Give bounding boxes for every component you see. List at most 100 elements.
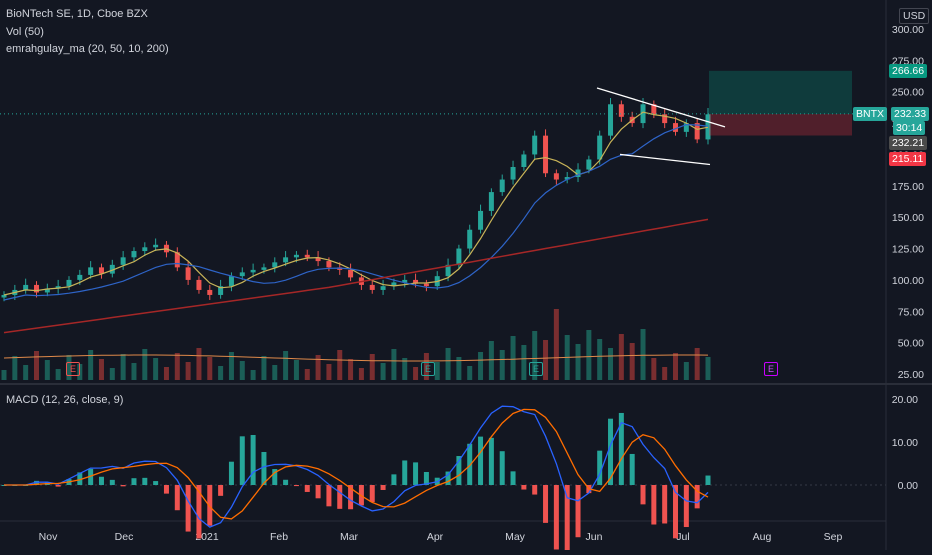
price-tick-label: 125.00 bbox=[892, 244, 924, 256]
candle-body bbox=[499, 179, 505, 193]
candle-body bbox=[521, 154, 527, 167]
candle-body bbox=[618, 104, 624, 117]
volume-bar bbox=[694, 348, 700, 380]
macd-histogram-bar bbox=[499, 451, 505, 485]
volume-bar bbox=[131, 363, 137, 380]
candle-body bbox=[662, 114, 668, 124]
candle-body bbox=[304, 254, 310, 258]
macd-tick-label: 10.00 bbox=[892, 437, 918, 449]
macd-histogram-bar bbox=[337, 485, 343, 509]
volume-bar bbox=[651, 358, 657, 380]
macd-histogram-bar bbox=[694, 485, 700, 509]
price-tick-label: 250.00 bbox=[892, 87, 924, 99]
candle-body bbox=[651, 104, 657, 115]
volume-bar bbox=[488, 341, 494, 380]
earnings-marker-2[interactable]: E bbox=[421, 362, 435, 376]
volume-bar bbox=[315, 355, 321, 380]
macd-histogram-bar bbox=[174, 485, 180, 511]
candle-body bbox=[207, 289, 213, 295]
macd-histogram-bar bbox=[488, 437, 494, 485]
volume-bar bbox=[98, 359, 104, 380]
candle-body bbox=[185, 267, 191, 280]
volume-bar bbox=[207, 357, 213, 380]
volume-bar bbox=[66, 355, 72, 380]
macd-histogram-bar bbox=[402, 460, 408, 485]
volume-bar bbox=[250, 370, 256, 380]
candle-body bbox=[348, 269, 354, 278]
volume-bar bbox=[586, 330, 592, 380]
candle-body bbox=[597, 135, 603, 160]
earnings-marker-3[interactable]: E bbox=[529, 362, 543, 376]
candle-body bbox=[283, 257, 289, 263]
earnings-marker-4[interactable]: E bbox=[764, 362, 778, 376]
volume-bar bbox=[1, 370, 7, 380]
candle-body bbox=[88, 267, 94, 275]
macd-histogram-bar bbox=[196, 485, 202, 539]
candle-body bbox=[315, 257, 321, 262]
countdown-badge: 30:14 bbox=[893, 121, 926, 135]
volume-bar bbox=[597, 339, 603, 380]
candle-body bbox=[640, 104, 646, 124]
candle-body bbox=[478, 210, 484, 230]
macd-histogram-bar bbox=[153, 481, 159, 485]
macd-histogram-bar bbox=[662, 485, 668, 524]
macd-histogram-bar bbox=[640, 485, 646, 505]
candle-body bbox=[564, 177, 570, 180]
macd-histogram-bar bbox=[608, 418, 614, 485]
macd-histogram-bar bbox=[553, 485, 559, 550]
candle-body bbox=[380, 286, 386, 290]
volume-bar bbox=[196, 348, 202, 380]
lower-trendline bbox=[619, 153, 711, 166]
candle-body bbox=[402, 279, 408, 283]
candle-body bbox=[510, 167, 516, 180]
macd-histogram-bar bbox=[142, 477, 148, 485]
time-tick-label: Dec bbox=[115, 531, 134, 543]
volume-bar bbox=[402, 358, 408, 380]
currency-badge[interactable]: USD bbox=[899, 8, 930, 24]
candle-body bbox=[456, 248, 462, 265]
macd-histogram-bar bbox=[543, 485, 549, 523]
candle-body bbox=[553, 173, 559, 180]
macd-line bbox=[4, 405, 709, 528]
candle-body bbox=[488, 192, 494, 211]
price-tick-label: 25.00 bbox=[898, 369, 924, 381]
candle-body bbox=[673, 123, 679, 132]
volume-bar bbox=[228, 352, 234, 380]
macd-histogram-bar bbox=[597, 450, 603, 485]
symbol-badge: BNTX bbox=[853, 107, 888, 121]
time-tick-label: Nov bbox=[39, 531, 58, 543]
earnings-marker-1[interactable]: E bbox=[66, 362, 80, 376]
macd-histogram-bar bbox=[575, 485, 581, 538]
candle-body bbox=[120, 257, 126, 265]
candle-body bbox=[391, 282, 397, 287]
candle-body bbox=[23, 284, 29, 290]
candle-body bbox=[228, 276, 234, 287]
macd-histogram-bar bbox=[163, 485, 169, 494]
entry-price-badge: 232.21 bbox=[889, 136, 928, 150]
volume-bar bbox=[434, 362, 440, 380]
volume-bar bbox=[553, 309, 559, 380]
candle-body bbox=[109, 264, 115, 274]
time-tick-label: Feb bbox=[270, 531, 288, 543]
volume-bar bbox=[683, 362, 689, 380]
volume-average-line bbox=[3, 354, 709, 362]
candle-body bbox=[196, 279, 202, 290]
volume-bar bbox=[575, 344, 581, 380]
macd-histogram-bar bbox=[304, 485, 310, 492]
volume-bar bbox=[261, 356, 267, 380]
price-tick-label: 300.00 bbox=[892, 24, 924, 36]
candle-body bbox=[705, 114, 711, 140]
time-tick-label: May bbox=[505, 531, 526, 543]
time-tick-label: Jun bbox=[586, 531, 603, 543]
volume-bar bbox=[618, 334, 624, 380]
macd-legend: MACD (12, 26, close, 9) bbox=[6, 394, 124, 406]
macd-histogram-bar bbox=[33, 480, 39, 485]
macd-histogram-bar bbox=[228, 461, 234, 485]
ma20-line bbox=[3, 111, 709, 296]
candle-body bbox=[326, 261, 332, 268]
candle-body bbox=[98, 267, 104, 274]
stop-price-badge: 215.11 bbox=[889, 152, 927, 166]
candle-body bbox=[174, 252, 180, 268]
